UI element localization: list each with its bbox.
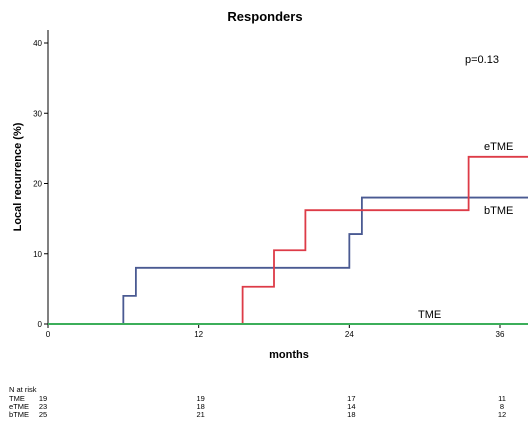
- risk-value: 23: [39, 402, 47, 411]
- risk-row-label: bTME: [9, 410, 29, 419]
- y-tick-label: 0: [38, 320, 43, 329]
- p-value-annotation: p=0.13: [465, 54, 499, 66]
- series-line-etme: [48, 155, 528, 325]
- risk-value: 12: [498, 410, 506, 419]
- x-axis-label: months: [269, 349, 309, 361]
- y-axis-label: Local recurrence (%): [12, 122, 24, 231]
- series-line-btme: [48, 196, 528, 325]
- x-tick-label: 12: [194, 330, 203, 339]
- risk-value: 19: [196, 394, 204, 403]
- series-label-btme: bTME: [484, 205, 513, 217]
- risk-table-header: N at risk: [9, 385, 37, 394]
- series-label-etme: eTME: [484, 141, 513, 153]
- risk-value: 21: [196, 410, 204, 419]
- series-lines: [48, 155, 528, 325]
- risk-value: 11: [498, 394, 506, 403]
- y-ticks: 0 10 20 30 40: [33, 39, 48, 329]
- risk-value: 25: [39, 410, 47, 419]
- risk-value: 14: [347, 402, 355, 411]
- risk-row-label: TME: [9, 394, 25, 403]
- x-tick-label: 0: [46, 330, 51, 339]
- y-tick-label: 40: [33, 39, 42, 48]
- risk-row-label: eTME: [9, 402, 29, 411]
- x-tick-label: 36: [496, 330, 505, 339]
- risk-value: 19: [39, 394, 47, 403]
- chart-title: Responders: [227, 9, 302, 24]
- y-tick-label: 20: [33, 180, 42, 189]
- x-tick-label: 24: [345, 330, 354, 339]
- y-tick-label: 30: [33, 109, 42, 118]
- risk-value: 18: [347, 410, 355, 419]
- risk-value: 18: [196, 402, 204, 411]
- series-label-tme: TME: [418, 309, 441, 321]
- risk-value: 17: [347, 394, 355, 403]
- risk-value: 8: [500, 402, 504, 411]
- y-tick-label: 10: [33, 250, 42, 259]
- x-ticks: 0 12 24 36: [46, 324, 505, 339]
